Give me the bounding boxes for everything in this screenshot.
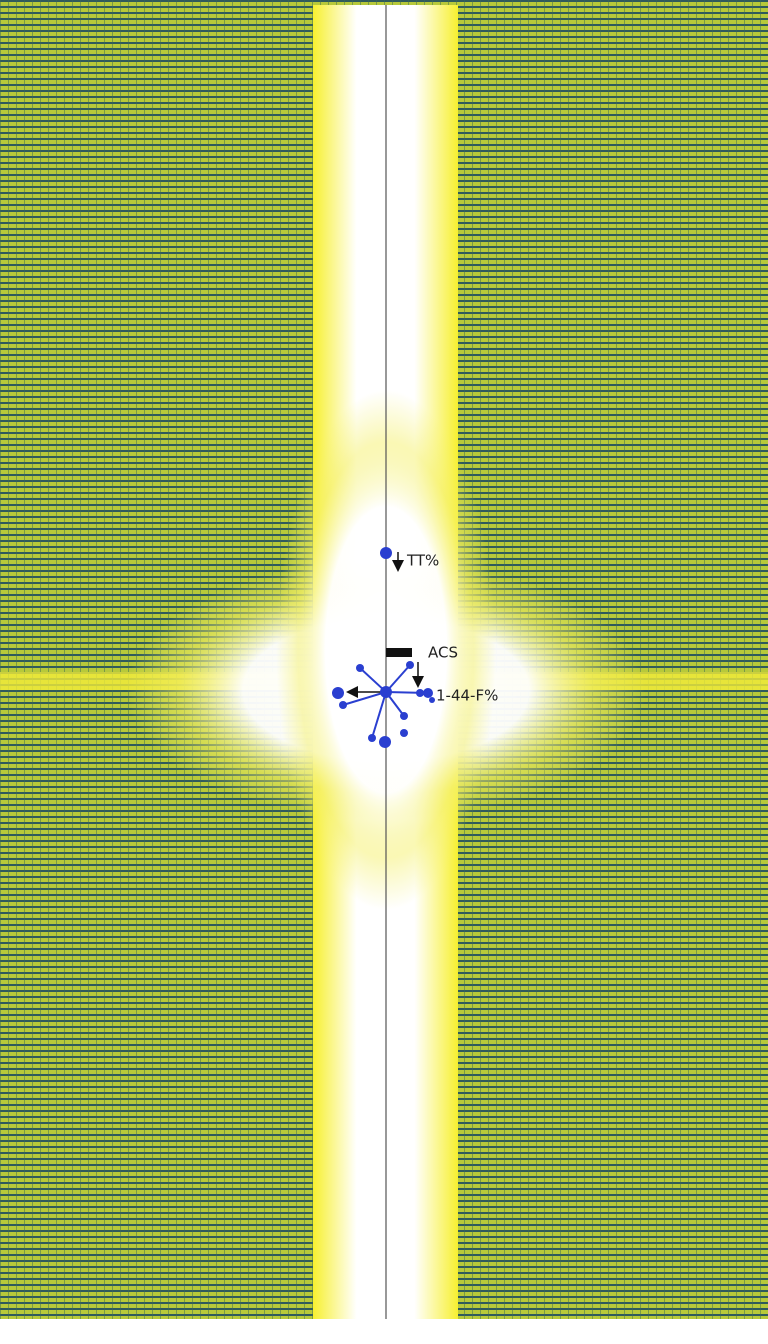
label-top: TT% [406,552,439,570]
marker-block [386,648,412,657]
label-right: 1-44-F% [436,687,498,705]
bottom-strip [0,1319,768,1344]
label-upper: ACS [428,644,458,662]
dots [332,547,435,748]
connector-lines [342,664,429,739]
